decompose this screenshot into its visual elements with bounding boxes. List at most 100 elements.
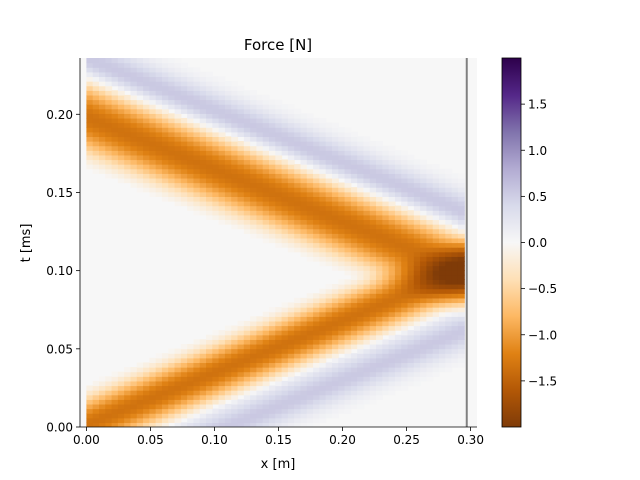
heatmap-cell: [363, 214, 371, 221]
heatmap-cell: [224, 90, 232, 96]
heatmap-cell: [174, 145, 182, 151]
heatmap-cell: [420, 367, 428, 373]
heatmap-cell: [344, 224, 352, 230]
heatmap-cell: [313, 242, 320, 248]
heatmap-cell: [117, 104, 125, 110]
heatmap-cell: [212, 371, 220, 377]
heatmap-cell: [130, 81, 138, 87]
heatmap-cell: [275, 367, 283, 373]
heatmap-cell: [174, 394, 182, 400]
heatmap-cell: [344, 168, 352, 174]
heatmap-cell: [445, 330, 453, 336]
heatmap-cell: [388, 168, 396, 174]
heatmap-cell: [319, 320, 327, 327]
heatmap-cell: [111, 408, 119, 414]
heatmap-cell: [256, 154, 264, 161]
heatmap-cell: [426, 164, 434, 170]
heatmap-cell: [180, 99, 188, 105]
heatmap-cell: [143, 422, 150, 427]
heatmap-cell: [99, 394, 106, 400]
heatmap-cell: [401, 224, 409, 230]
heatmap-cell: [275, 99, 283, 105]
heatmap-cell: [451, 256, 459, 262]
heatmap-cell: [426, 265, 434, 271]
heatmap-cell: [168, 104, 176, 110]
heatmap-cell: [193, 362, 201, 368]
heatmap-cell: [394, 274, 402, 280]
heatmap-cell: [363, 394, 371, 400]
heatmap-cell: [344, 196, 352, 202]
heatmap-cell: [174, 127, 182, 133]
heatmap-cell: [388, 274, 396, 280]
heatmap-cell: [388, 320, 396, 327]
heatmap-cell: [250, 214, 258, 221]
heatmap-cell: [92, 108, 100, 114]
heatmap-cell: [124, 62, 132, 68]
heatmap-cell: [388, 334, 396, 340]
heatmap-cell: [218, 145, 226, 151]
heatmap-cell: [432, 293, 440, 299]
heatmap-cell: [413, 293, 421, 299]
heatmap-cell: [86, 127, 94, 133]
heatmap-cell: [269, 353, 276, 359]
heatmap-cell: [382, 260, 390, 267]
heatmap-cell: [124, 177, 132, 184]
heatmap-cell: [394, 237, 402, 244]
heatmap-cell: [445, 274, 453, 280]
heatmap-cell: [187, 191, 195, 197]
heatmap-cell: [401, 302, 409, 308]
heatmap-cell: [237, 334, 245, 340]
heatmap-cell: [325, 154, 333, 161]
heatmap-cell: [161, 141, 169, 147]
heatmap-cell: [124, 168, 132, 174]
heatmap-cell: [382, 371, 390, 377]
heatmap-cell: [357, 260, 365, 267]
heatmap-cell: [325, 141, 333, 147]
heatmap-cell: [439, 367, 446, 373]
heatmap-cell: [313, 228, 320, 234]
heatmap-cell: [86, 154, 94, 161]
heatmap-cell: [262, 210, 270, 216]
heatmap-cell: [130, 422, 138, 427]
heatmap-cell: [300, 422, 308, 427]
heatmap-cell: [376, 242, 383, 248]
heatmap-cell: [206, 196, 213, 202]
heatmap-cell: [256, 385, 264, 391]
heatmap-cell: [256, 219, 264, 225]
heatmap-cell: [117, 71, 125, 78]
heatmap-cell: [281, 242, 289, 248]
heatmap-cell: [376, 284, 383, 290]
heatmap-cell: [256, 196, 264, 202]
heatmap-cell: [124, 145, 132, 151]
heatmap-cell: [338, 371, 346, 377]
heatmap-cell: [99, 164, 106, 170]
heatmap-cell: [300, 150, 308, 156]
heatmap-cell: [413, 362, 421, 368]
heatmap-cell: [155, 403, 163, 410]
heatmap-cell: [357, 200, 365, 207]
heatmap-cell: [401, 367, 409, 373]
heatmap-cell: [256, 325, 264, 331]
heatmap-cell: [193, 417, 201, 423]
heatmap-cell: [445, 242, 453, 248]
heatmap-cell: [92, 399, 100, 405]
heatmap-cell: [187, 403, 195, 410]
heatmap-cell: [445, 343, 453, 350]
heatmap-cell: [407, 367, 415, 373]
heatmap-cell: [262, 205, 270, 211]
heatmap-cell: [319, 380, 327, 387]
heatmap-cell: [294, 196, 302, 202]
heatmap-cell: [174, 108, 182, 114]
heatmap-cell: [187, 343, 195, 350]
heatmap-cell: [143, 99, 150, 105]
heatmap-cell: [369, 219, 377, 225]
heatmap-cell: [105, 422, 113, 427]
heatmap-cell: [224, 343, 232, 350]
heatmap-cell: [457, 270, 465, 276]
heatmap-cell: [363, 247, 371, 253]
heatmap-cell: [269, 182, 276, 188]
heatmap-cell: [161, 168, 169, 174]
heatmap-cell: [218, 85, 226, 91]
heatmap-cell: [212, 196, 220, 202]
heatmap-cell: [275, 307, 283, 313]
